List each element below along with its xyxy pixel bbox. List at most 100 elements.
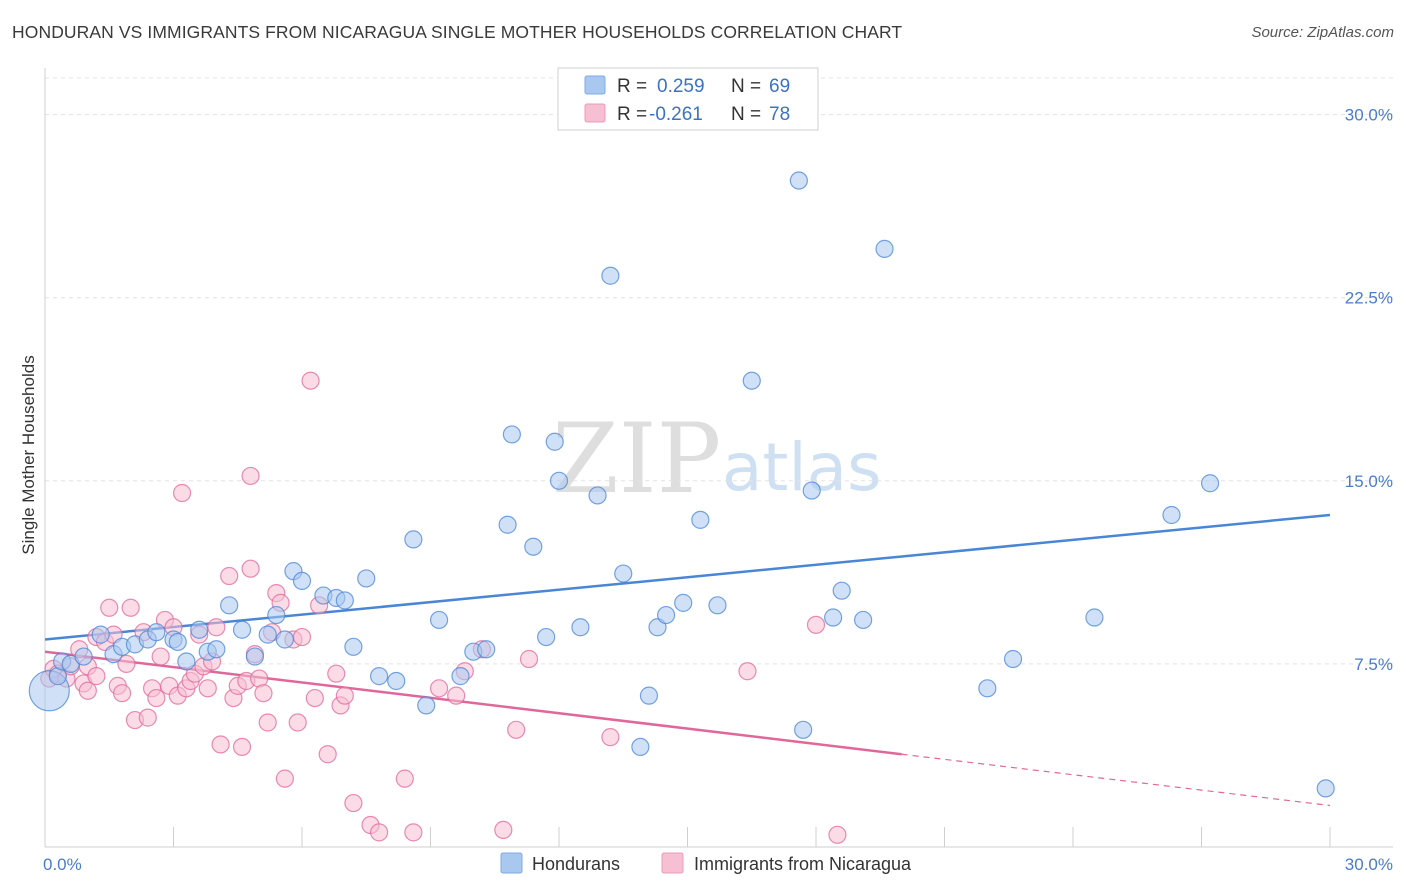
data-point <box>1162 505 1181 525</box>
bottom-legend-swatch-hondurans <box>500 852 523 874</box>
data-point <box>545 432 564 451</box>
data-point <box>429 610 449 630</box>
data-point <box>78 681 97 700</box>
data-point <box>91 625 110 644</box>
legend-n-value: 78 <box>769 104 790 125</box>
data-point <box>301 371 320 390</box>
data-point <box>177 652 196 671</box>
data-point <box>138 708 157 727</box>
watermark-atlas: atlas <box>722 429 882 506</box>
data-point <box>832 581 851 600</box>
data-point <box>1003 649 1023 669</box>
data-point <box>344 637 363 656</box>
data-point <box>477 640 496 659</box>
data-point <box>429 679 449 698</box>
data-point <box>74 647 93 666</box>
y-tick-label: 22.5% <box>1345 289 1393 308</box>
data-point <box>370 667 389 686</box>
data-point <box>241 466 260 486</box>
data-point <box>537 627 556 647</box>
data-point <box>112 684 132 703</box>
data-point <box>258 713 277 732</box>
axes <box>44 68 1393 848</box>
data-point <box>241 559 260 578</box>
data-point <box>524 537 543 556</box>
data-point <box>254 684 273 703</box>
data-point <box>708 596 727 615</box>
data-point <box>172 483 192 503</box>
data-point <box>245 647 264 666</box>
legend-n-value: 69 <box>769 76 790 97</box>
data-point <box>794 720 813 739</box>
data-point <box>335 591 354 610</box>
legend-n-label: N = <box>731 104 761 125</box>
data-point <box>267 605 286 625</box>
bottom-legend: Hondurans Immigrants from Nicaragua <box>500 852 912 874</box>
watermark-zip: ZIP <box>552 403 721 515</box>
data-point <box>656 605 676 625</box>
legend-r-label: R = <box>617 104 647 125</box>
data-point <box>738 662 757 681</box>
watermark: ZIP atlas <box>552 403 882 515</box>
data-point <box>305 688 324 708</box>
x-tick-label: 30.0% <box>1345 855 1393 874</box>
chart-title: HONDURAN VS IMMIGRANTS FROM NICARAGUA SI… <box>12 22 903 42</box>
data-point <box>549 471 569 490</box>
data-point <box>507 720 526 739</box>
data-point <box>1085 608 1104 627</box>
data-point <box>292 627 312 647</box>
data-point <box>789 171 808 190</box>
data-point <box>318 745 337 764</box>
data-point <box>614 564 633 583</box>
data-point <box>288 713 307 732</box>
data-point <box>335 686 354 705</box>
data-point <box>147 688 166 708</box>
data-point <box>494 820 513 840</box>
data-point <box>978 679 997 698</box>
data-point <box>447 686 466 705</box>
data-point <box>691 510 710 529</box>
data-point <box>387 671 406 691</box>
data-point <box>875 239 894 258</box>
data-point <box>232 620 252 639</box>
data-point <box>1316 779 1335 798</box>
y-tick-label: 15.0% <box>1345 472 1393 491</box>
x-tick-marks <box>44 827 1331 847</box>
data-point <box>404 530 423 549</box>
y-tick-labels: 7.5% 15.0% 22.5% 30.0% <box>1345 106 1393 674</box>
x-tick-label: 0.0% <box>43 855 82 874</box>
data-point <box>211 735 230 754</box>
data-point <box>220 566 239 586</box>
data-point <box>198 679 217 698</box>
y-axis-label: Single Mother Households <box>19 355 38 554</box>
data-point <box>1200 474 1220 493</box>
data-point <box>258 625 277 644</box>
data-point <box>639 686 659 705</box>
data-point <box>404 823 423 842</box>
data-point <box>275 769 294 788</box>
data-point <box>674 593 693 612</box>
data-point <box>292 571 312 591</box>
data-point <box>828 825 847 844</box>
data-point <box>854 610 873 630</box>
trend-line <box>44 513 1331 641</box>
data-point <box>190 620 209 639</box>
data-point <box>417 696 436 715</box>
y-tick-label: 30.0% <box>1345 106 1393 125</box>
data-point <box>601 728 620 747</box>
trend-line-extension <box>901 753 1331 807</box>
legend-r-label: R = <box>617 76 647 97</box>
legend-swatch-hondurans <box>584 75 606 95</box>
source-label: Source: ZipAtlas.com <box>1251 24 1394 41</box>
data-point <box>742 371 761 390</box>
legend-r-value: 0.259 <box>657 76 705 97</box>
data-point <box>451 667 470 686</box>
bottom-legend-label: Immigrants from Nicaragua <box>694 854 912 874</box>
y-tick-label: 7.5% <box>1354 655 1393 674</box>
data-point <box>824 608 843 627</box>
data-point <box>168 632 187 652</box>
legend-r-value: -0.261 <box>649 104 703 125</box>
bottom-legend-swatch-nicaragua <box>661 852 684 874</box>
data-point <box>220 596 239 615</box>
